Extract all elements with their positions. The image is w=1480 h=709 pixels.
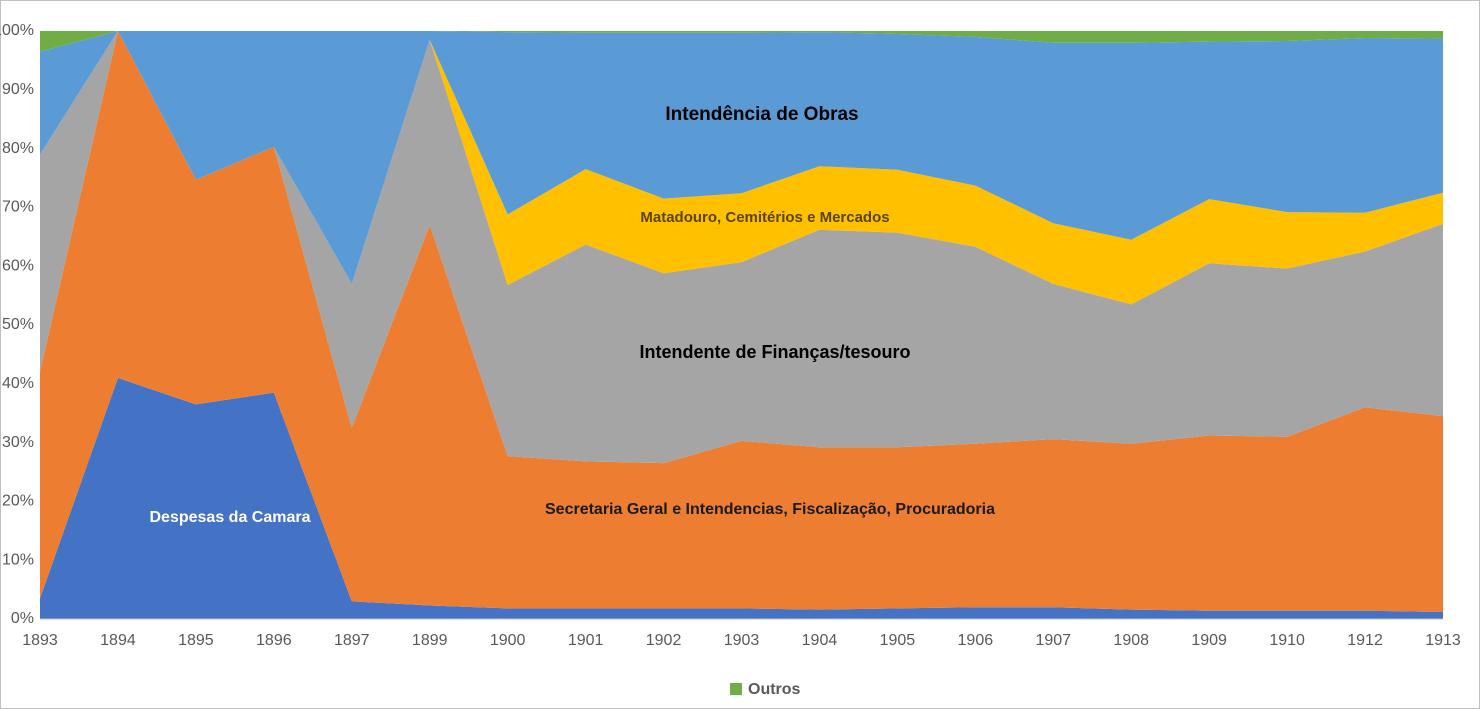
- x-tick-label: 1906: [958, 632, 994, 649]
- y-tick-label: 20%: [2, 493, 34, 510]
- y-tick-label: 50%: [2, 316, 34, 333]
- legend-swatch: [730, 683, 742, 695]
- x-tick-label: 1912: [1347, 632, 1383, 649]
- area-label: Matadouro, Cemitérios e Mercados: [640, 209, 889, 226]
- area: [40, 31, 1443, 464]
- area: [40, 31, 1443, 52]
- y-tick-label: 80%: [2, 140, 34, 157]
- y-tick-label: 10%: [2, 551, 34, 568]
- x-tick-label: 1902: [646, 632, 682, 649]
- x-tick-label: 1907: [1035, 632, 1071, 649]
- x-tick-label: 1899: [412, 632, 448, 649]
- y-tick-label: 30%: [2, 434, 34, 451]
- area-label: Intendência de Obras: [665, 104, 858, 125]
- x-tick-label: 1901: [568, 632, 604, 649]
- y-tick-label: 40%: [2, 375, 34, 392]
- x-tick-label: 1897: [334, 632, 370, 649]
- area-label-box: Secretaria Geral e Intendencias, Fiscali…: [545, 501, 995, 518]
- x-tick-label: 1913: [1425, 632, 1461, 649]
- x-tick-label: 1903: [724, 632, 760, 649]
- x-tick-label: 1900: [490, 632, 526, 649]
- x-tick-label: 1905: [880, 632, 916, 649]
- y-tick-label: 0%: [11, 610, 34, 627]
- x-tick-label: 1893: [22, 632, 58, 649]
- area: [40, 31, 1443, 612]
- x-tick-label: 1904: [802, 632, 838, 649]
- y-tick-label: 60%: [2, 257, 34, 274]
- legend-label: Outros: [748, 681, 801, 698]
- x-tick-label: 1894: [100, 632, 136, 649]
- area-label: Intendente de Finanças/tesouro: [639, 342, 910, 362]
- x-tick-label: 1910: [1269, 632, 1305, 649]
- x-tick-label: 1895: [178, 632, 214, 649]
- area-label: Secretaria Geral e Intendencias, Fiscali…: [545, 501, 995, 518]
- area: [40, 31, 1443, 305]
- area: [40, 31, 1443, 284]
- x-tick-label: 1909: [1191, 632, 1227, 649]
- x-tick-label: 1896: [256, 632, 292, 649]
- area-label: Despesas da Camara: [150, 509, 311, 526]
- y-tick-label: 90%: [2, 81, 34, 98]
- y-tick-label: 70%: [2, 199, 34, 216]
- area: [40, 377, 1443, 619]
- y-tick-label: 100%: [0, 22, 34, 39]
- x-tick-label: 1908: [1113, 632, 1149, 649]
